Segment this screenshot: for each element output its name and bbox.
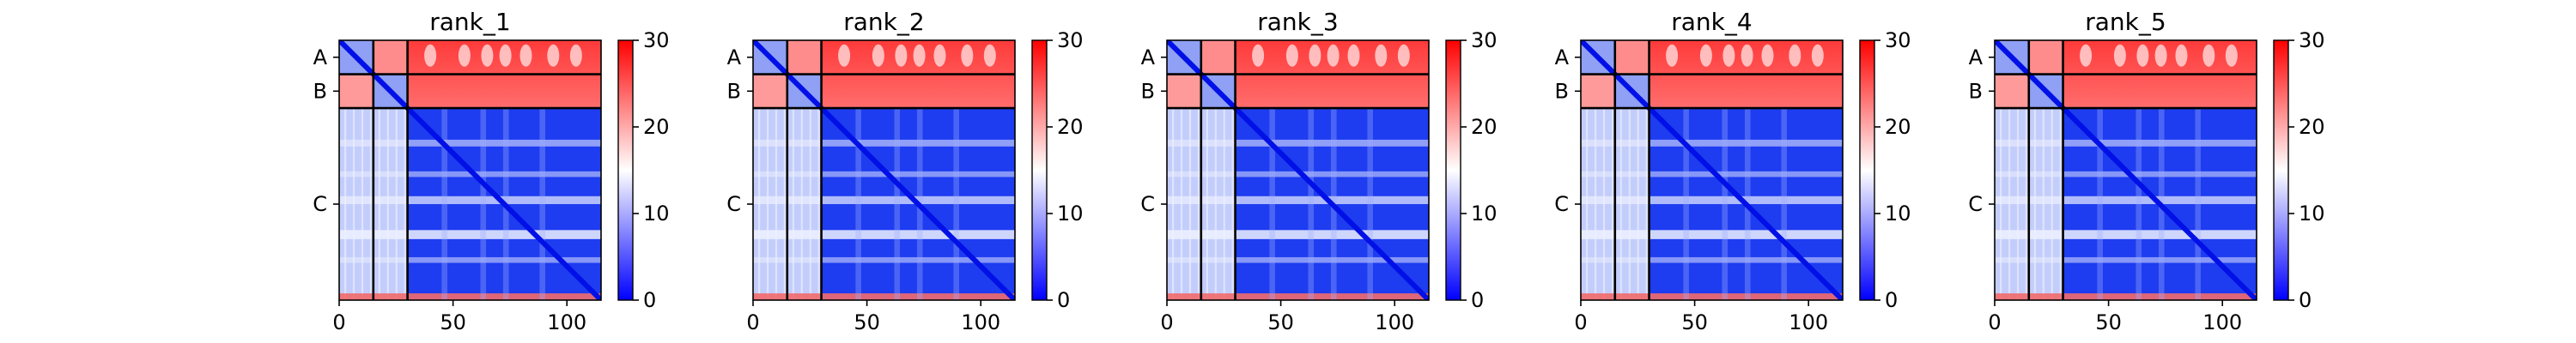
colorbar: 0 10 20 30 [617, 28, 670, 312]
colorbar-tick-label: 0 [1057, 288, 1070, 312]
heatmap-diagonal [339, 40, 601, 300]
colorbar: 0 10 20 30 [1445, 28, 1498, 312]
heatmap-block-a-b [1200, 40, 1236, 75]
colorbar-tick-label: 30 [1471, 28, 1498, 52]
colorbar: 0 10 20 30 [1031, 28, 1084, 312]
heatmap-diagonal [1581, 40, 1843, 300]
chain-label: B [313, 79, 327, 103]
colorbar-gradient [1859, 39, 1875, 301]
heatmap [339, 40, 601, 300]
x-tick-label: 0 [332, 310, 345, 334]
x-tick-label: 50 [1267, 310, 1294, 334]
heatmap-block-a-b [2028, 40, 2063, 75]
colorbar: 0 10 20 30 [1859, 28, 1911, 312]
pae-panel-1: rank_1 AB C 0 50 100 0 10 20 30 [313, 8, 669, 334]
plot-frame [752, 39, 1016, 301]
heatmap-block-b-a [1167, 74, 1201, 109]
pae-panel-5: rank_5 AB C 0 50 100 0 10 20 30 [1968, 8, 2324, 334]
heatmap [1995, 40, 2257, 300]
heatmap-diagonal [1995, 40, 2257, 300]
heatmap-diagonal [1167, 40, 1429, 300]
chain-label: A [313, 45, 328, 69]
panel-title: rank_4 [1671, 8, 1752, 36]
colorbar-gradient [1031, 39, 1048, 301]
x-tick-label: 50 [440, 310, 466, 334]
colorbar-tick-label: 10 [643, 202, 670, 226]
x-tick-label: 0 [1574, 310, 1587, 334]
colorbar-tick-label: 10 [1885, 202, 1911, 226]
panel-title: rank_5 [2085, 8, 2166, 36]
heatmap-block-a-b [373, 40, 408, 75]
colorbar-tick-label: 20 [643, 115, 670, 139]
panel-title: rank_1 [429, 8, 510, 36]
pae-panel-3: rank_3 AB C 0 50 100 0 10 20 30 [1140, 8, 1497, 334]
heatmap-block-b-a [1581, 74, 1615, 109]
chain-label: C [1968, 192, 1983, 216]
heatmap-block-b-a [339, 74, 374, 109]
x-tick-label: 50 [854, 310, 880, 334]
x-tick-label: 100 [1789, 310, 1828, 334]
chain-label: B [1555, 79, 1569, 103]
x-tick-label: 0 [746, 310, 759, 334]
colorbar-tick-label: 20 [1885, 115, 1911, 139]
x-tick-label: 100 [1375, 310, 1414, 334]
colorbar-tick-label: 20 [1057, 115, 1084, 139]
chain-label: A [1141, 45, 1156, 69]
x-tick-label: 50 [1681, 310, 1708, 334]
chain-label: A [1969, 45, 1984, 69]
pae-panel-2: rank_2 AB C 0 50 100 0 10 20 30 [726, 8, 1083, 334]
plot-frame [338, 39, 602, 301]
colorbar-tick-label: 10 [1057, 202, 1084, 226]
pae-panel-4: rank_4 AB C 0 50 100 0 10 20 30 [1554, 8, 1911, 334]
chain-label: B [1141, 79, 1155, 103]
chain-label: A [1555, 45, 1570, 69]
colorbar-tick-label: 10 [1471, 202, 1498, 226]
heatmap-block-a-b [1614, 40, 1649, 75]
colorbar-gradient [2273, 39, 2289, 301]
colorbar-tick-label: 0 [643, 288, 656, 312]
colorbar-tick-label: 0 [1471, 288, 1484, 312]
chain-label: B [1969, 79, 1983, 103]
plot-frame [1994, 39, 2257, 301]
colorbar-tick-label: 30 [1057, 28, 1084, 52]
colorbar-tick-label: 0 [2299, 288, 2312, 312]
heatmap [1581, 40, 1843, 300]
heatmap-block-b-a [1995, 74, 2029, 109]
chain-label: A [727, 45, 742, 69]
chain-label: C [1140, 192, 1155, 216]
chain-label: B [727, 79, 741, 103]
plot-frame [1166, 39, 1430, 301]
colorbar-tick-label: 30 [643, 28, 670, 52]
heatmap [1167, 40, 1429, 300]
colorbar-tick-label: 20 [1471, 115, 1498, 139]
x-tick-label: 50 [2095, 310, 2122, 334]
colorbar-gradient [1445, 39, 1461, 301]
colorbar-tick-label: 20 [2299, 115, 2325, 139]
heatmap-block-b-a [753, 74, 787, 109]
heatmap-diagonal [753, 40, 1015, 300]
plot-frame [1580, 39, 1844, 301]
heatmap [753, 40, 1015, 300]
panel-title: rank_3 [1257, 8, 1338, 36]
colorbar-tick-label: 10 [2299, 202, 2325, 226]
colorbar-gradient [617, 39, 634, 301]
colorbar: 0 10 20 30 [2273, 28, 2325, 312]
colorbar-tick-label: 30 [1885, 28, 1911, 52]
x-tick-label: 0 [1988, 310, 2001, 334]
x-tick-label: 100 [2202, 310, 2242, 334]
x-tick-label: 100 [961, 310, 1000, 334]
chain-label: C [313, 192, 327, 216]
chain-label: C [726, 192, 741, 216]
x-tick-label: 100 [547, 310, 586, 334]
colorbar-tick-label: 0 [1885, 288, 1898, 312]
x-tick-label: 0 [1160, 310, 1173, 334]
panel-title: rank_2 [843, 8, 924, 36]
chain-label: C [1554, 192, 1569, 216]
colorbar-tick-label: 30 [2299, 28, 2325, 52]
heatmap-block-a-b [787, 40, 822, 75]
